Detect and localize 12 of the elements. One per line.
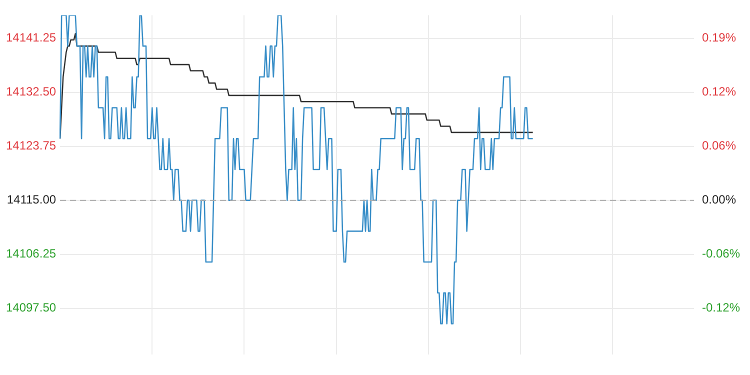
y-tick-label: 14141.25 [6,30,56,45]
y2-tick-label: 0.19% [702,30,736,45]
y2-tick-label: 0.12% [702,84,736,99]
y2-tick-label: 0.06% [702,138,736,153]
y-tick-label: 14097.50 [6,300,56,315]
y-tick-label: 14106.25 [6,246,56,261]
y2-tick-label: 0.00% [702,192,736,207]
y-tick-label: 14115.00 [6,192,56,207]
y-tick-label: 14132.50 [6,84,56,99]
y2-tick-label: -0.12% [702,300,740,315]
y-tick-label: 14123.75 [6,138,56,153]
y2-tick-label: -0.06% [702,246,740,261]
